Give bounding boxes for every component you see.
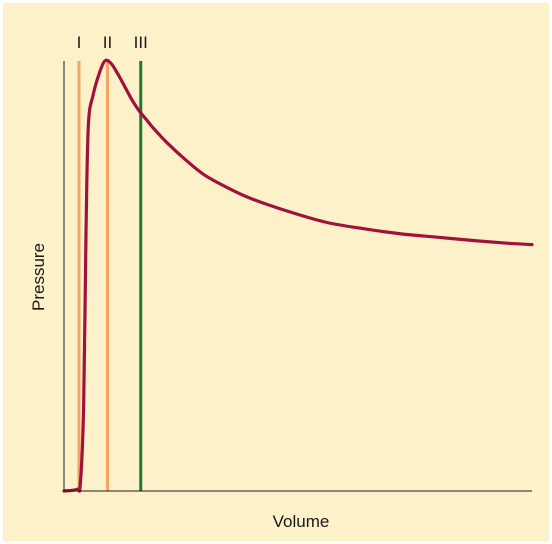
marker-label-2: II: [103, 33, 112, 52]
marker-label-3: III: [134, 33, 148, 52]
marker-lines: [77, 61, 143, 491]
figure-panel: I II III Volume Pressure: [3, 3, 549, 541]
y-axis-label: Pressure: [29, 243, 48, 311]
pressure-volume-chart: I II III Volume Pressure: [29, 33, 534, 531]
marker-labels: I II III: [77, 33, 148, 52]
marker-label-1: I: [77, 33, 82, 52]
pressure-volume-curve: [62, 58, 534, 493]
x-axis-label: Volume: [273, 512, 330, 531]
